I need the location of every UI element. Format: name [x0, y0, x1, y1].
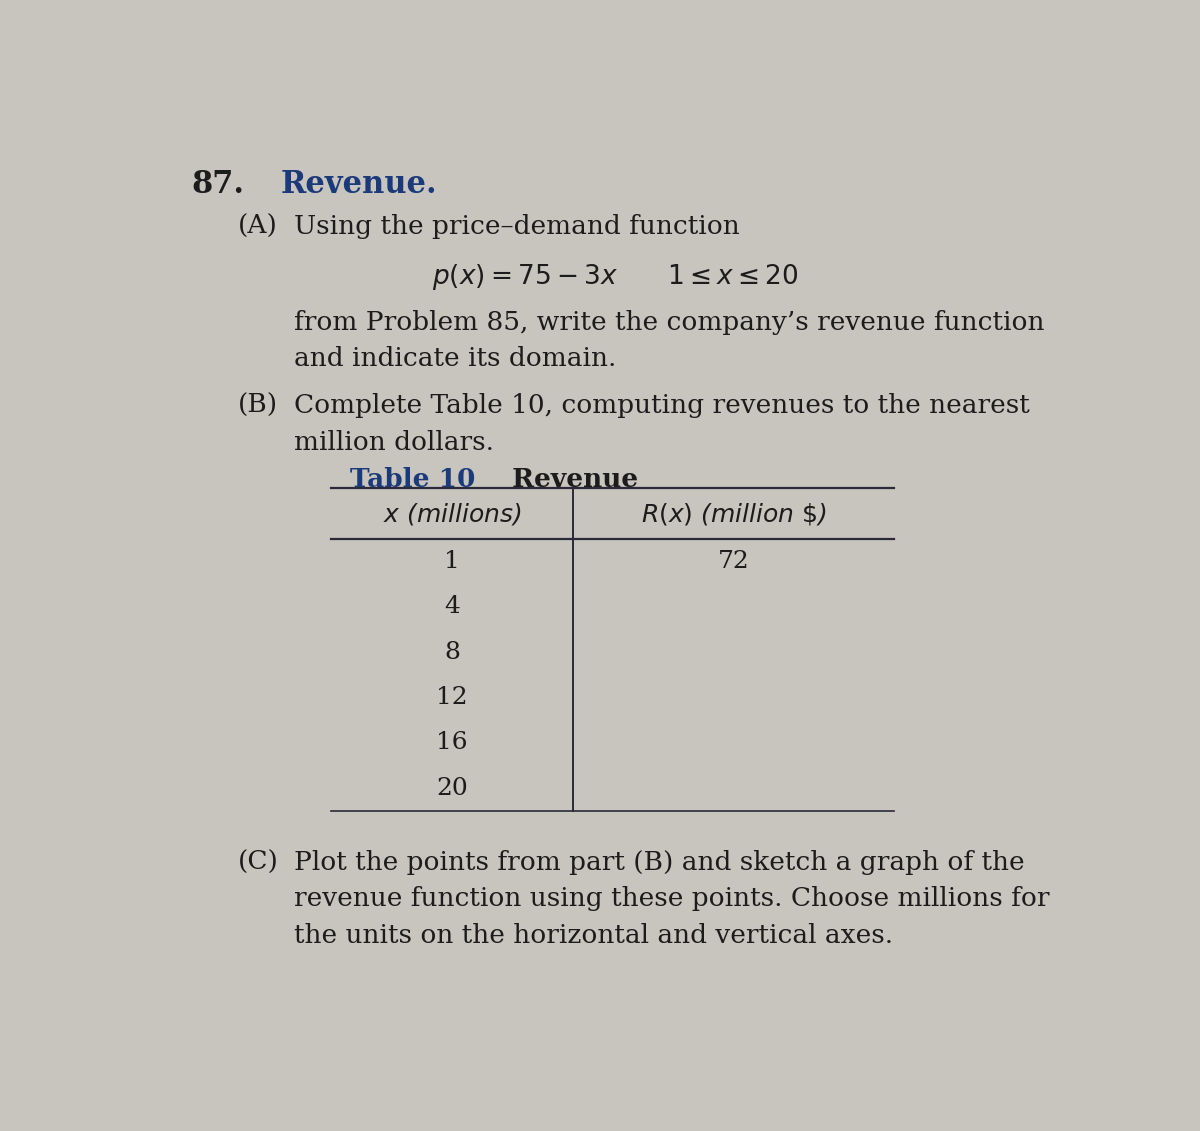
Text: Revenue: Revenue: [504, 467, 638, 492]
Text: $R(x)$ (million $\$$): $R(x)$ (million $\$$): [641, 501, 827, 527]
Text: (B): (B): [239, 392, 278, 417]
Text: $p(x) = 75 - 3x$$\quad\quad 1 \leq x \leq 20$: $p(x) = 75 - 3x$$\quad\quad 1 \leq x \le…: [432, 262, 798, 292]
Text: 20: 20: [437, 777, 468, 800]
Text: 4: 4: [444, 595, 460, 619]
Text: $x$ (millions): $x$ (millions): [383, 501, 522, 527]
Text: (A): (A): [239, 214, 278, 239]
Text: revenue function using these points. Choose millions for: revenue function using these points. Cho…: [294, 887, 1050, 912]
Text: Complete Table 10, computing revenues to the nearest: Complete Table 10, computing revenues to…: [294, 392, 1030, 417]
Text: and indicate its domain.: and indicate its domain.: [294, 346, 617, 371]
Text: Revenue.: Revenue.: [281, 169, 437, 200]
Text: from Problem 85, write the company’s revenue function: from Problem 85, write the company’s rev…: [294, 310, 1045, 335]
Text: Plot the points from part (B) and sketch a graph of the: Plot the points from part (B) and sketch…: [294, 849, 1025, 875]
Text: 12: 12: [437, 685, 468, 709]
Text: Table 10: Table 10: [350, 467, 475, 492]
Text: 87.: 87.: [192, 169, 245, 200]
Text: the units on the horizontal and vertical axes.: the units on the horizontal and vertical…: [294, 923, 893, 948]
Text: 8: 8: [444, 640, 460, 664]
Text: (C): (C): [239, 849, 280, 875]
Text: million dollars.: million dollars.: [294, 430, 494, 455]
Text: 1: 1: [444, 550, 460, 573]
Text: 16: 16: [437, 732, 468, 754]
Text: 72: 72: [718, 550, 750, 573]
Text: Using the price–demand function: Using the price–demand function: [294, 214, 740, 239]
